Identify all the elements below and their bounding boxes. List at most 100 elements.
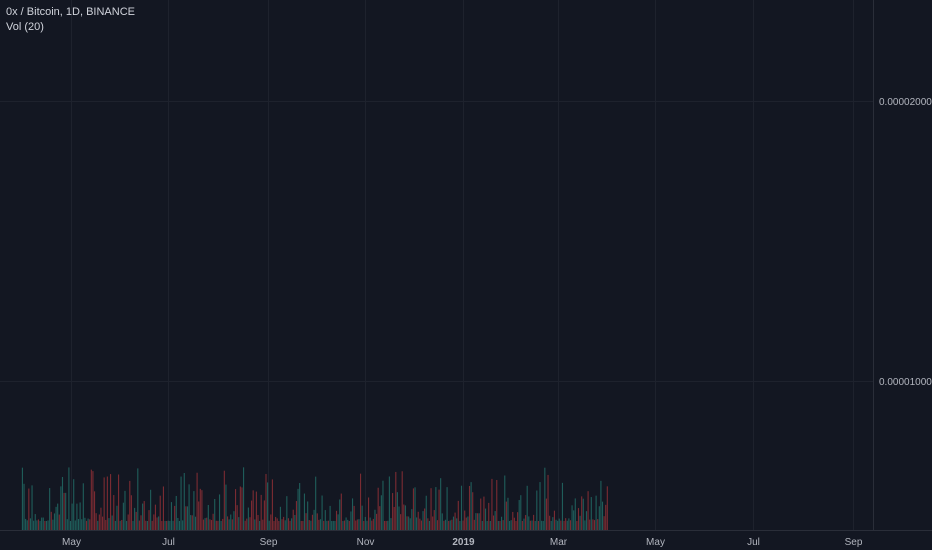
volume-bar	[166, 520, 168, 530]
volume-bar	[76, 503, 78, 530]
volume-bar	[150, 489, 152, 530]
volume-bar	[247, 507, 249, 530]
volume-bar	[239, 486, 241, 530]
volume-bar	[302, 520, 304, 530]
x-tick-label: May	[62, 537, 81, 548]
price-axis[interactable]: 0.000010000.000020000.000030000.00004000…	[879, 0, 932, 388]
volume-bar	[539, 482, 541, 530]
volume-bar	[545, 498, 547, 530]
chart-legend: 0x / Bitcoin, 1D, BINANCE Vol (20)	[6, 5, 135, 35]
volume-bar	[454, 512, 456, 530]
volume-bar	[459, 520, 461, 530]
volume-bar	[501, 516, 503, 530]
volume-bar	[286, 496, 288, 530]
volume-bar	[395, 471, 397, 530]
volume-bar	[259, 520, 261, 530]
volume-bar	[68, 467, 70, 530]
volume-bar	[424, 508, 426, 530]
volume-bar	[84, 517, 86, 530]
volume-bar	[356, 519, 358, 530]
volume-bar	[428, 521, 431, 530]
volume-bar	[185, 506, 187, 530]
volume-bar	[103, 477, 105, 530]
volume-bar	[476, 513, 479, 530]
volume-bar	[510, 520, 512, 530]
volume-bar	[449, 520, 451, 530]
volume-bar	[528, 516, 530, 530]
symbol-title[interactable]: 0x / Bitcoin, 1D, BINANCE	[6, 6, 135, 18]
volume-bar	[183, 473, 185, 530]
volume-bar	[37, 519, 40, 530]
volume-bar	[589, 519, 591, 530]
volume-bar	[92, 471, 94, 530]
volume-bar	[326, 520, 328, 530]
volume-bar	[135, 511, 137, 530]
volume-bar	[414, 487, 416, 530]
volume-indicator-label[interactable]: Vol (20)	[6, 21, 44, 33]
volume-bar	[513, 517, 515, 530]
volume-bar	[385, 520, 387, 530]
volume-bar	[359, 473, 362, 530]
volume-bar	[73, 479, 75, 530]
volume-bar	[568, 518, 570, 530]
volume-bar	[34, 514, 36, 530]
volume-bar	[550, 520, 552, 530]
volume-bar	[581, 496, 583, 530]
volume-bar	[121, 519, 123, 530]
volume-bar	[97, 520, 99, 530]
volume-bar	[49, 488, 51, 530]
volume-bar	[138, 520, 140, 530]
volume-bar	[489, 520, 491, 530]
volume-bar	[175, 495, 177, 530]
volume-bar	[278, 520, 280, 530]
volume-bar	[462, 520, 464, 530]
volume-bar	[438, 489, 440, 530]
volume-bar	[316, 513, 318, 530]
volume-bar	[494, 511, 496, 530]
volume-bar	[215, 520, 217, 530]
x-tick-label: Sep	[260, 537, 278, 548]
volume-bar	[488, 502, 490, 530]
volume-bar	[353, 505, 355, 530]
volume-bar	[544, 467, 546, 530]
volume-bar	[549, 515, 551, 530]
volume-bar	[238, 517, 240, 530]
volume-bar	[63, 492, 65, 530]
volume-bar	[190, 515, 192, 530]
volume-bar	[287, 518, 289, 530]
volume-bar	[563, 520, 565, 530]
volume-bar	[499, 521, 501, 530]
volume-bar	[249, 517, 251, 530]
volume-bar	[416, 517, 418, 530]
volume-bar	[384, 520, 386, 530]
volume-bar	[57, 503, 59, 530]
volume-bar	[262, 519, 264, 530]
volume-bar	[275, 516, 277, 530]
volume-bar	[206, 517, 208, 530]
volume-bar	[299, 483, 301, 530]
volume-bar	[396, 492, 398, 530]
time-axis[interactable]: May Jul Sep Nov 2019 Mar May Jul Sep	[62, 537, 863, 548]
volume-bar	[172, 520, 174, 530]
volume-bar	[270, 514, 272, 530]
volume-bar	[541, 520, 543, 530]
volume-bar	[113, 495, 115, 530]
volume-bar	[207, 505, 209, 530]
volume-bar	[252, 490, 254, 530]
volume-bar	[324, 510, 326, 530]
volume-bar	[313, 509, 315, 530]
volume-bar	[587, 491, 589, 530]
volume-bar	[300, 520, 302, 530]
volume-bar	[569, 520, 572, 530]
volume-bar	[348, 520, 350, 530]
volume-bar	[93, 491, 96, 530]
volume-bar	[367, 497, 370, 530]
volume-bar	[222, 518, 224, 530]
volume-bar	[579, 515, 581, 530]
volume-bar	[151, 520, 153, 530]
volume-bar	[126, 520, 128, 530]
volume-bar	[164, 520, 166, 530]
volume-bar	[467, 516, 469, 530]
